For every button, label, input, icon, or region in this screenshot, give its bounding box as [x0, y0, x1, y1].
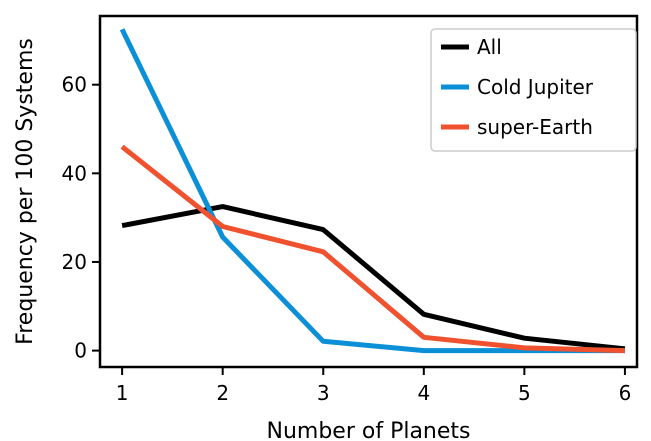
legend-box [430, 28, 637, 152]
legend-entry-label: super-Earth [477, 115, 593, 139]
x-axis-label: Number of Planets [267, 419, 471, 441]
y-axis-label: Frequency per 100 Systems [13, 38, 38, 345]
y-tick-label: 20 [62, 250, 87, 274]
legend-entry-label: Cold Jupiter [477, 75, 594, 99]
x-tick-label: 2 [216, 381, 229, 405]
y-tick-label: 0 [74, 339, 87, 363]
x-axis-ticks: 1 2 3 4 5 6 [116, 367, 632, 405]
plot-frame [98, 14, 639, 369]
y-tick-label: 40 [62, 161, 87, 185]
series-line-all [121, 204, 626, 352]
series-lines [119, 28, 626, 354]
x-tick-label: 1 [116, 381, 129, 405]
y-axis-ticks: 0 20 40 60 [62, 73, 100, 363]
x-tick-label: 3 [317, 381, 330, 405]
series-line-super-earth [120, 144, 625, 354]
legend: All Cold Jupiter super-Earth [430, 28, 637, 152]
y-tick-label: 60 [62, 73, 87, 97]
legend-entry-label: All [477, 35, 502, 59]
x-tick-label: 4 [417, 381, 430, 405]
x-tick-label: 6 [619, 381, 632, 405]
x-tick-label: 5 [518, 381, 531, 405]
